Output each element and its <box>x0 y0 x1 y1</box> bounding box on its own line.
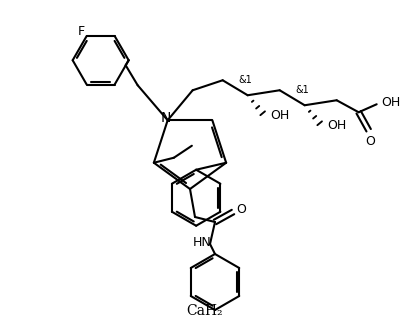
Text: OH: OH <box>382 96 401 109</box>
Text: N: N <box>160 111 171 125</box>
Text: CaH₂: CaH₂ <box>186 304 223 318</box>
Text: HN: HN <box>193 235 211 249</box>
Text: OH: OH <box>328 119 347 132</box>
Text: &1: &1 <box>239 75 252 85</box>
Text: O: O <box>236 203 246 215</box>
Text: O: O <box>366 135 375 148</box>
Text: &1: &1 <box>296 85 310 95</box>
Text: F: F <box>78 24 85 37</box>
Text: OH: OH <box>271 109 290 122</box>
